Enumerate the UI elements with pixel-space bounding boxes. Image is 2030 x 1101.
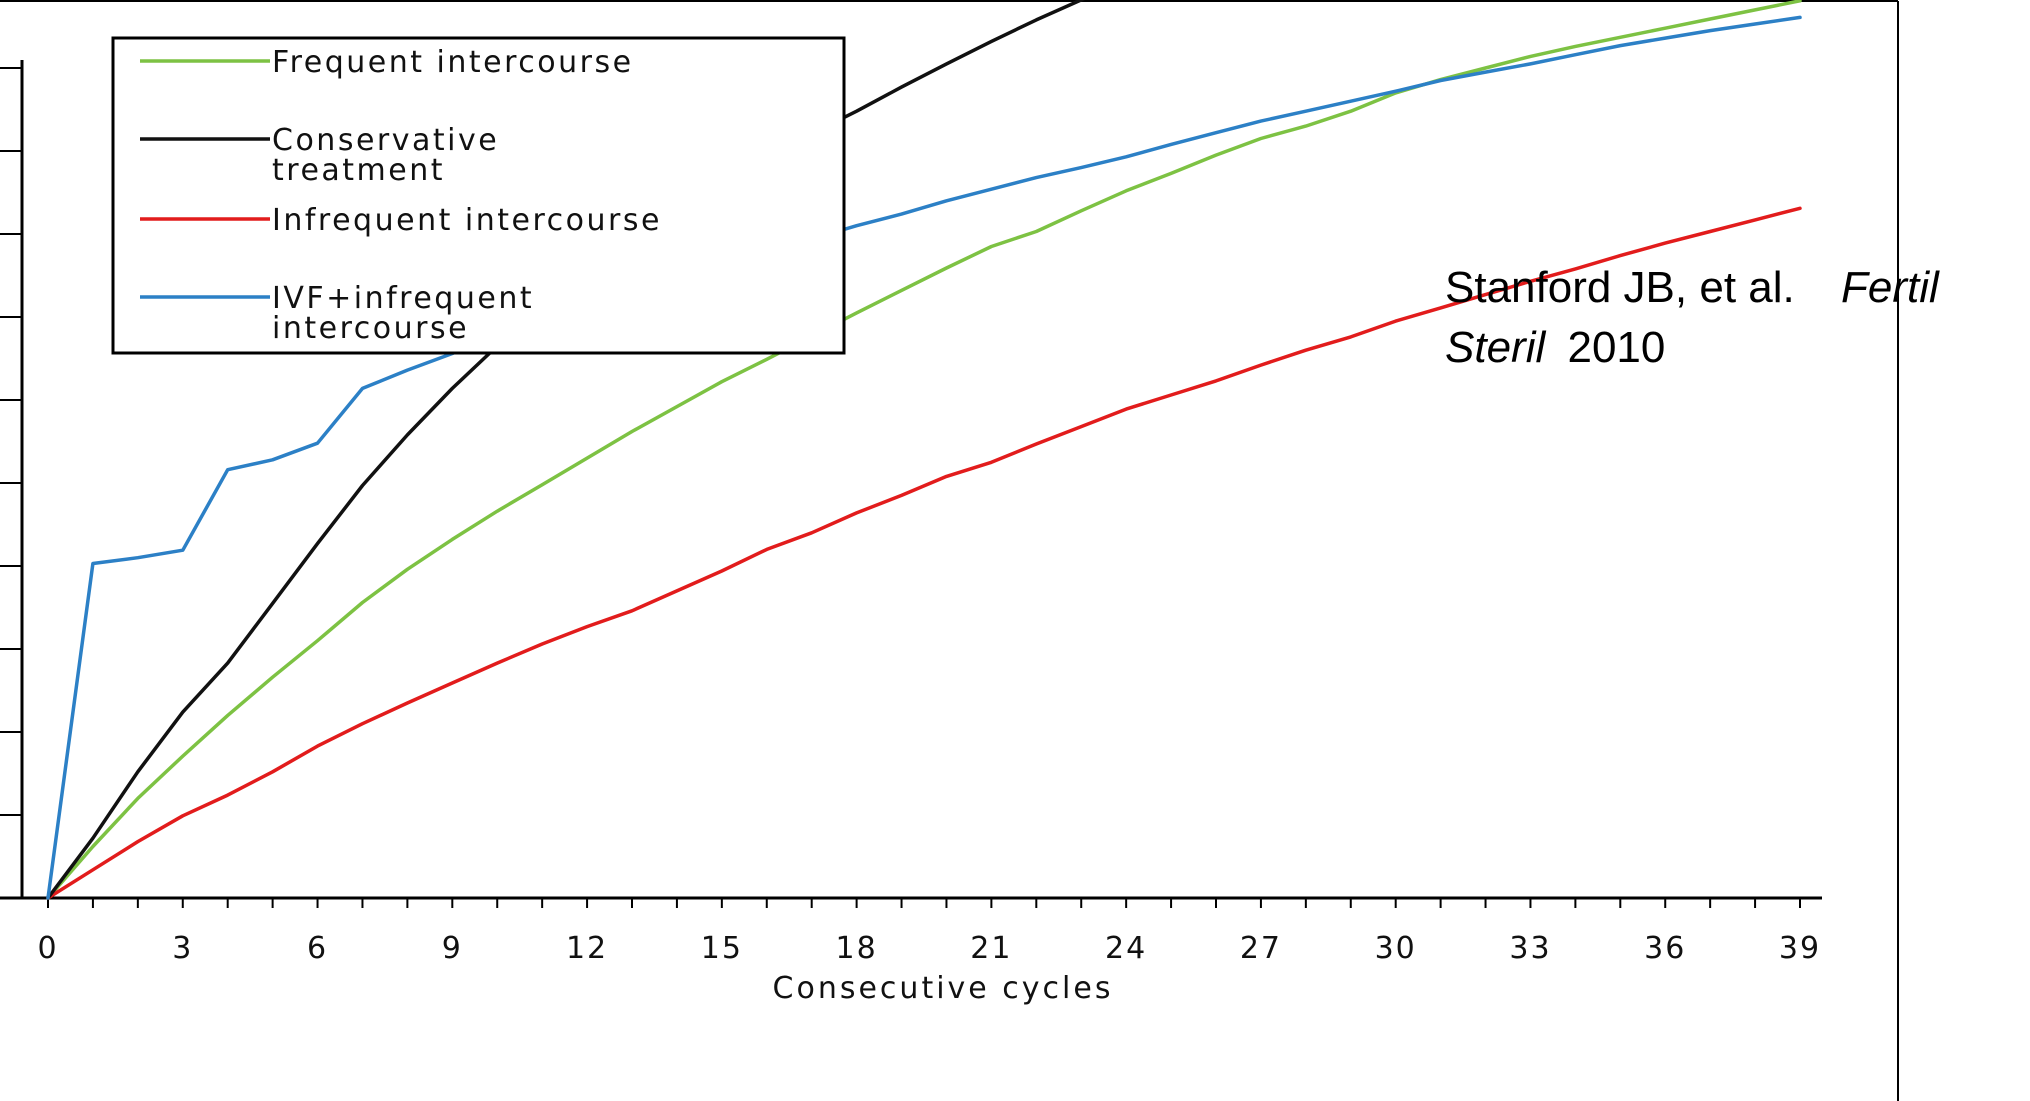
x-tick-label: 0	[37, 931, 58, 966]
series-line-ivf-infrequent-intercourse	[46, 15, 1802, 900]
citation-authors: Stanford JB, et al.	[1445, 263, 1795, 312]
legend-label: intercourse	[272, 311, 469, 346]
page-frame	[0, 0, 1899, 1101]
legend-box	[111, 36, 846, 355]
x-tick-label: 3	[172, 931, 193, 966]
x-axis-title-group: Consecutive cycles	[773, 971, 1114, 1006]
citation-journal-part1: Fertil	[1841, 263, 1940, 312]
x-tick-label: 12	[566, 931, 608, 966]
series-line-conservative-treatment	[46, 0, 1086, 900]
x-tick-label: 6	[307, 931, 328, 966]
series-line-infrequent-intercourse	[46, 206, 1802, 900]
legend-label: IVF+infrequent	[272, 281, 534, 316]
x-tick-label: 24	[1105, 931, 1147, 966]
x-tick-label: 15	[701, 931, 743, 966]
legend-label: Frequent intercourse	[272, 45, 634, 80]
x-tick-label: 30	[1375, 931, 1417, 966]
svg-text:Stanford JB, et al. Fert: Stanford JB, et al. Fertil	[1445, 263, 1940, 312]
svg-text:Steril 2010: Steril 2010	[1445, 323, 1665, 372]
legend-label: treatment	[272, 153, 445, 188]
chart-axes: 0 3 6 9 12 15 18 21 24 27 30 33 36 39	[0, 60, 1822, 966]
legend: Frequent intercourse Conservativetreatmen…	[111, 36, 846, 355]
x-tick-label: 21	[970, 931, 1012, 966]
x-tick-label: 18	[836, 931, 878, 966]
x-tick-label: 9	[442, 931, 463, 966]
x-tick-label: 33	[1509, 931, 1551, 966]
series-line-frequent-intercourse	[46, 0, 1802, 900]
citation-journal-part2: Steril	[1445, 323, 1546, 372]
legend-label: Conservative	[272, 123, 499, 158]
x-axis-title: Consecutive cycles	[773, 971, 1114, 1006]
citation: Stanford JB, et al. Fertil Steril 2010	[1445, 263, 1940, 372]
x-tick-label: 39	[1779, 931, 1821, 966]
legend-label: Infrequent intercourse	[272, 203, 662, 238]
citation-year: 2010	[1567, 323, 1665, 372]
x-tick-label: 27	[1240, 931, 1282, 966]
series-layer	[46, 0, 1802, 900]
x-tick-label: 36	[1644, 931, 1686, 966]
